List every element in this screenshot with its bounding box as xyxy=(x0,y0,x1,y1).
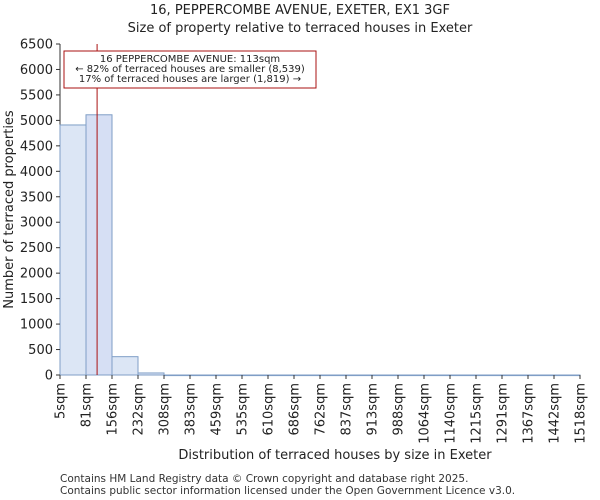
x-tick-label: 5sqm xyxy=(54,383,69,419)
bar-81sqm xyxy=(85,114,113,376)
x-tick-label: 1518sqm xyxy=(574,383,589,444)
x-tick-label: 383sqm xyxy=(184,383,199,436)
bar-308sqm xyxy=(163,374,191,377)
chart-subtitle: Size of property relative to terraced ho… xyxy=(127,21,473,36)
y-tick-label: 2500 xyxy=(20,241,53,256)
bar-1140sqm xyxy=(449,374,477,377)
footer-copyright: Contains HM Land Registry data © Crown c… xyxy=(60,473,469,485)
x-tick-label: 1442sqm xyxy=(548,383,563,444)
x-tick-label: 1140sqm xyxy=(444,383,459,444)
y-tick-label: 5000 xyxy=(20,114,53,129)
y-axis-label: Number of terraced properties xyxy=(2,110,17,309)
y-tick-label: 6000 xyxy=(20,63,53,78)
y-tick-label: 3000 xyxy=(20,216,53,231)
y-tick-label: 6500 xyxy=(20,38,53,53)
annotation-line-3: 17% of terraced houses are larger (1,819… xyxy=(79,74,301,85)
y-tick-label: 1000 xyxy=(20,318,53,333)
x-tick-label: 1367sqm xyxy=(522,383,537,444)
y-tick-label: 5500 xyxy=(20,88,53,103)
bar-1442sqm xyxy=(553,374,581,377)
annotation-line-1: 16 PEPPERCOMBE AVENUE: 113sqm xyxy=(100,54,280,65)
bar-5sqm xyxy=(59,124,87,376)
y-tick-label: 3500 xyxy=(20,190,53,205)
bar-232sqm xyxy=(137,372,165,376)
x-axis-label: Distribution of terraced houses by size … xyxy=(178,448,492,463)
x-tick-label: 232sqm xyxy=(132,383,147,436)
x-tick-label: 81sqm xyxy=(80,383,95,427)
histogram-chart: 0 500 1000 1500 2000 2500 3000 3500 4000 4500 5000… xyxy=(2,38,589,464)
bar-686sqm xyxy=(293,374,321,377)
y-tick-label: 4500 xyxy=(20,139,53,154)
chart-title: 16, PEPPERCOMBE AVENUE, EXETER, EX1 3GF xyxy=(150,3,450,18)
bar-762sqm xyxy=(319,374,347,377)
annotation-line-2: ← 82% of terraced houses are smaller (8,… xyxy=(75,64,305,75)
bar-913sqm xyxy=(371,374,399,377)
plot-axes xyxy=(59,44,580,376)
x-tick-label: 1064sqm xyxy=(418,383,433,444)
x-tick-label: 459sqm xyxy=(210,383,225,436)
x-tick-label: 686sqm xyxy=(288,383,303,436)
bar-1367sqm xyxy=(527,374,555,377)
x-tick-label: 837sqm xyxy=(340,383,355,436)
x-tick-label: 156sqm xyxy=(106,383,121,436)
y-tick-label: 1500 xyxy=(20,292,53,307)
x-tick-label: 308sqm xyxy=(158,383,173,436)
bar-383sqm xyxy=(189,374,217,377)
y-axis-ticks: 0 500 1000 1500 2000 2500 3000 3500 4000 4500 5000… xyxy=(20,38,60,384)
y-tick-label: 0 xyxy=(45,369,53,384)
annotation-box: 16 PEPPERCOMBE AVENUE: 113sqm ← 82% of t… xyxy=(63,50,317,89)
bar-837sqm xyxy=(345,374,373,377)
x-axis-ticks: 5sqm 81sqm 156sqm 232sqm 308sqm 383sqm 459sqm 5… xyxy=(54,375,589,444)
footer-licence: Contains public sector information licen… xyxy=(60,485,516,497)
x-tick-label: 610sqm xyxy=(262,383,277,436)
bar-1291sqm xyxy=(501,374,529,377)
y-tick-label: 4000 xyxy=(20,165,53,180)
y-tick-label: 2000 xyxy=(20,267,53,282)
bar-156sqm xyxy=(111,356,139,376)
x-tick-label: 913sqm xyxy=(366,383,381,436)
x-tick-label: 988sqm xyxy=(392,383,407,436)
x-tick-label: 1291sqm xyxy=(496,383,511,444)
x-tick-label: 1215sqm xyxy=(470,383,485,444)
x-tick-label: 762sqm xyxy=(314,383,329,436)
bar-1064sqm xyxy=(423,374,451,377)
y-tick-label: 500 xyxy=(28,343,53,358)
bar-1215sqm xyxy=(475,374,503,377)
bar-988sqm xyxy=(397,374,425,377)
bar-535sqm xyxy=(241,374,269,377)
histogram-bars xyxy=(59,114,581,377)
x-tick-label: 535sqm xyxy=(236,383,251,436)
bar-610sqm xyxy=(267,374,295,377)
bar-459sqm xyxy=(215,374,243,377)
